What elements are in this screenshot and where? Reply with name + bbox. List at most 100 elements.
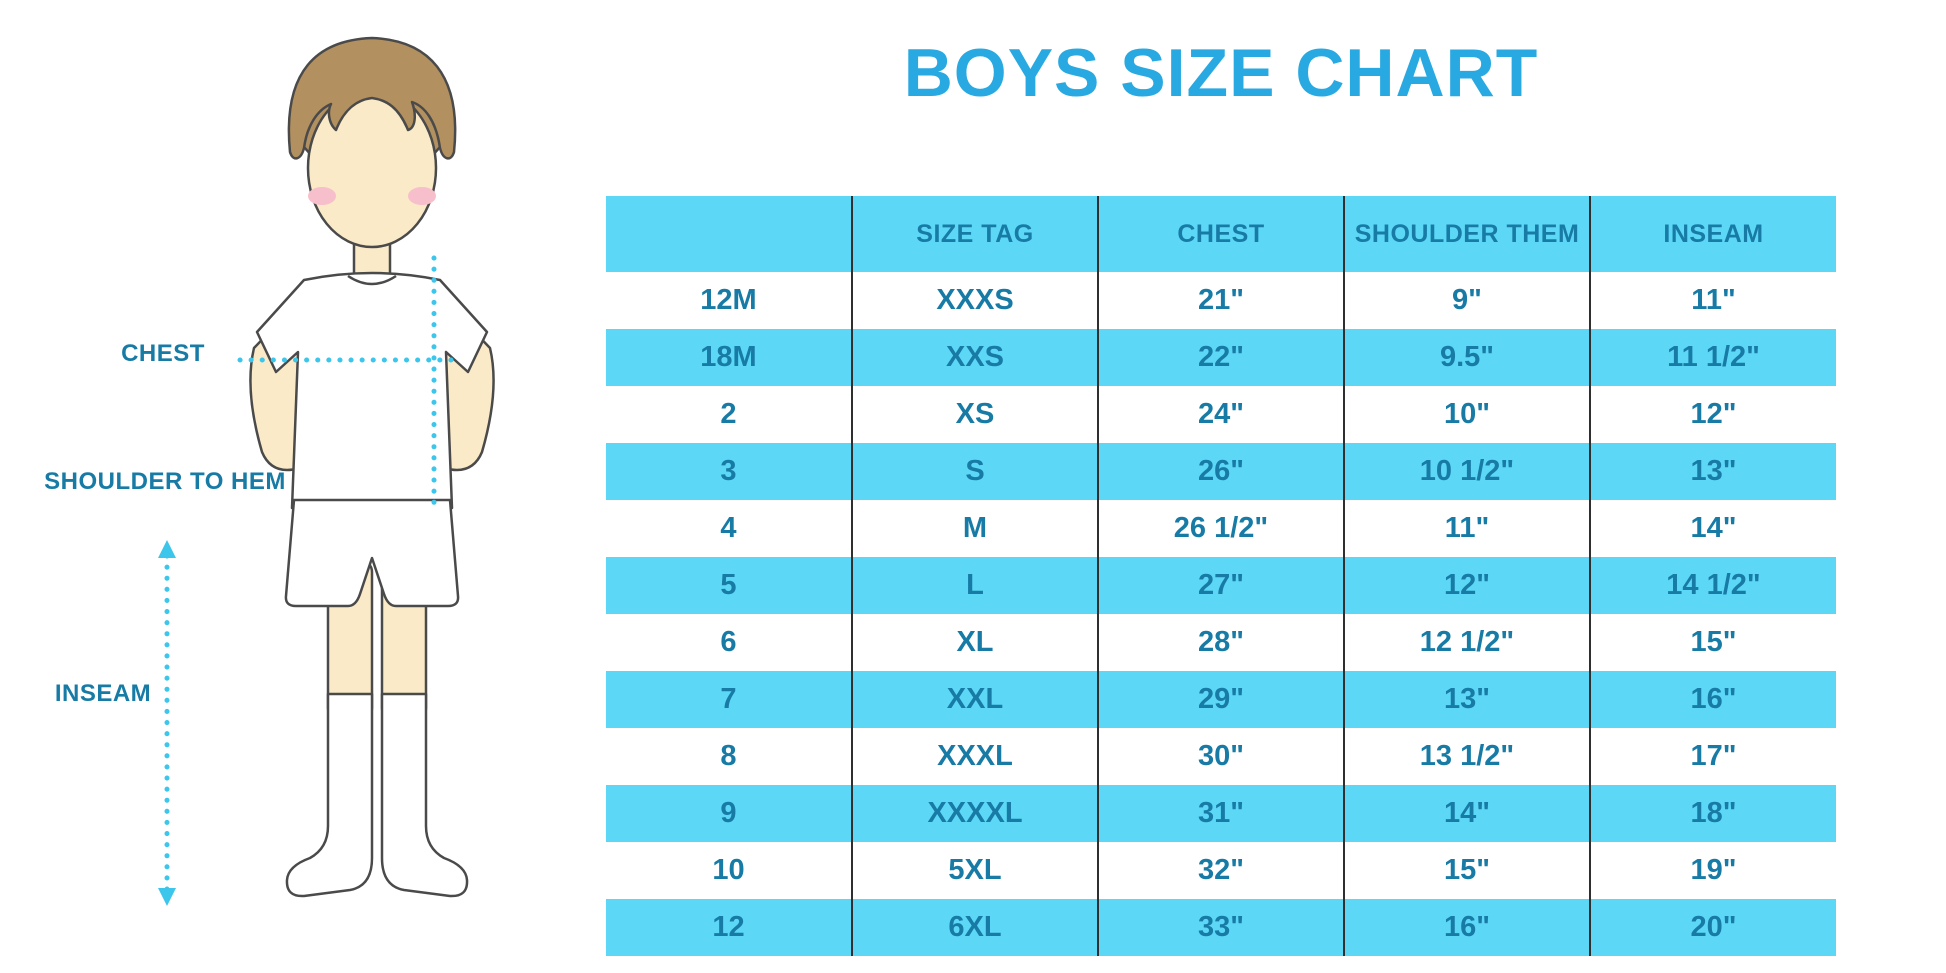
table-cell: 14" bbox=[1343, 785, 1590, 842]
inseam-label: INSEAM bbox=[54, 680, 152, 707]
inseam-arrows bbox=[158, 540, 176, 906]
shorts bbox=[284, 498, 460, 608]
table-row: 7 XXL 29" 13" 16" bbox=[606, 671, 1836, 728]
table-cell: 2 bbox=[606, 386, 852, 443]
table-header-cell: INSEAM bbox=[1589, 196, 1836, 272]
table-cell: XL bbox=[851, 614, 1098, 671]
table-row: 6 XL 28" 12 1/2" 15" bbox=[606, 614, 1836, 671]
table-cell: XXXXL bbox=[851, 785, 1098, 842]
boy-illustration: CHEST SHOULDER TO HEM INSEAM bbox=[0, 0, 600, 973]
table-cell: L bbox=[851, 557, 1098, 614]
right-sock bbox=[380, 692, 469, 898]
measure-lines bbox=[164, 255, 463, 897]
table-cell: 11 1/2" bbox=[1589, 329, 1836, 386]
table-row: 12M XXXS 21" 9" 11" bbox=[606, 272, 1836, 329]
table-header-cell: SHOULDER THEM bbox=[1343, 196, 1590, 272]
table-cell: 13" bbox=[1589, 443, 1836, 500]
table-cell: 17" bbox=[1589, 728, 1836, 785]
table-row: 12 6XL 33" 16" 20" bbox=[606, 899, 1836, 956]
table-cell: 28" bbox=[1097, 614, 1344, 671]
table-cell: 18" bbox=[1589, 785, 1836, 842]
page-title: BOYS SIZE CHART bbox=[903, 35, 1539, 111]
table-row: 9 XXXXL 31" 14" 18" bbox=[606, 785, 1836, 842]
table-cell: 18M bbox=[606, 329, 852, 386]
table-cell: 12 bbox=[606, 899, 852, 956]
table-row: 4 M 26 1/2" 11" 14" bbox=[606, 500, 1836, 557]
shirt bbox=[255, 271, 489, 510]
table-cell: 10 1/2" bbox=[1343, 443, 1590, 500]
left-sock bbox=[285, 692, 374, 898]
table-cell: 13 1/2" bbox=[1343, 728, 1590, 785]
table-cell: 13" bbox=[1343, 671, 1590, 728]
table-cell: 5XL bbox=[851, 842, 1098, 899]
table-cell: 14 1/2" bbox=[1589, 557, 1836, 614]
table-cell: 26" bbox=[1097, 443, 1344, 500]
table-cell: M bbox=[851, 500, 1098, 557]
table-cell: 9.5" bbox=[1343, 329, 1590, 386]
left-cheek bbox=[308, 187, 336, 205]
table-cell: 10" bbox=[1343, 386, 1590, 443]
table-header-cell: SIZE TAG bbox=[851, 196, 1098, 272]
hair-front bbox=[287, 36, 457, 160]
table-cell: 24" bbox=[1097, 386, 1344, 443]
table-cell: 12M bbox=[606, 272, 852, 329]
table-cell: 12" bbox=[1589, 386, 1836, 443]
table-cell: 12" bbox=[1343, 557, 1590, 614]
table-cell: 15" bbox=[1343, 842, 1590, 899]
table-cell: 15" bbox=[1589, 614, 1836, 671]
table-cell: 5 bbox=[606, 557, 852, 614]
table-cell: 3 bbox=[606, 443, 852, 500]
table-cell: 20" bbox=[1589, 899, 1836, 956]
table-cell: 10 bbox=[606, 842, 852, 899]
table-cell: 22" bbox=[1097, 329, 1344, 386]
table-cell: S bbox=[851, 443, 1098, 500]
inseam-arrow-bottom-icon bbox=[158, 888, 176, 906]
table-cell: 32" bbox=[1097, 842, 1344, 899]
table-cell: 16" bbox=[1343, 899, 1590, 956]
table-row: 3 S 26" 10 1/2" 13" bbox=[606, 443, 1836, 500]
table-cell: XS bbox=[851, 386, 1098, 443]
table-row: 18M XXS 22" 9.5" 11 1/2" bbox=[606, 329, 1836, 386]
table-header-row: SIZE TAG CHEST SHOULDER THEM INSEAM bbox=[606, 196, 1836, 272]
right-cheek bbox=[408, 187, 436, 205]
table-row: 8 XXXL 30" 13 1/2" 17" bbox=[606, 728, 1836, 785]
table-cell: 8 bbox=[606, 728, 852, 785]
table-cell: 7 bbox=[606, 671, 852, 728]
table-cell: 29" bbox=[1097, 671, 1344, 728]
table-header-cell bbox=[606, 196, 852, 272]
chest-label: CHEST bbox=[121, 340, 205, 367]
table-cell: XXXL bbox=[851, 728, 1098, 785]
table-cell: XXXS bbox=[851, 272, 1098, 329]
table-cell: 16" bbox=[1589, 671, 1836, 728]
table-cell: 21" bbox=[1097, 272, 1344, 329]
table-cell: 30" bbox=[1097, 728, 1344, 785]
table-cell: XXL bbox=[851, 671, 1098, 728]
table-cell: 26 1/2" bbox=[1097, 500, 1344, 557]
shoulder-to-hem-label: SHOULDER TO HEM bbox=[44, 468, 286, 495]
table-cell: 27" bbox=[1097, 557, 1344, 614]
table-cell: 4 bbox=[606, 500, 852, 557]
boy-figure-svg bbox=[158, 36, 495, 906]
table-head: SIZE TAG CHEST SHOULDER THEM INSEAM bbox=[606, 196, 1836, 272]
table-cell: 12 1/2" bbox=[1343, 614, 1590, 671]
table-row: 10 5XL 32" 15" 19" bbox=[606, 842, 1836, 899]
table-cell: 11" bbox=[1589, 272, 1836, 329]
table-cell: 11" bbox=[1343, 500, 1590, 557]
table-cell: 33" bbox=[1097, 899, 1344, 956]
size-chart-table: SIZE TAG CHEST SHOULDER THEM INSEAM 12M XXXS… bbox=[606, 196, 1836, 956]
collar bbox=[347, 274, 397, 286]
table-row: 5 L 27" 12" 14 1/2" bbox=[606, 557, 1836, 614]
inseam-arrow-top-icon bbox=[158, 540, 176, 558]
table-cell: XXS bbox=[851, 329, 1098, 386]
table-body: 12M XXXS 21" 9" 11" 18M XXS 22" 9.5" 11 1/2" 2 XS 24… bbox=[606, 272, 1836, 956]
table-row: 2 XS 24" 10" 12" bbox=[606, 386, 1836, 443]
table-header-cell: CHEST bbox=[1097, 196, 1344, 272]
table-cell: 19" bbox=[1589, 842, 1836, 899]
face bbox=[306, 87, 438, 249]
table-cell: 6 bbox=[606, 614, 852, 671]
table-cell: 14" bbox=[1589, 500, 1836, 557]
table-cell: 9" bbox=[1343, 272, 1590, 329]
table-cell: 6XL bbox=[851, 899, 1098, 956]
table-cell: 31" bbox=[1097, 785, 1344, 842]
